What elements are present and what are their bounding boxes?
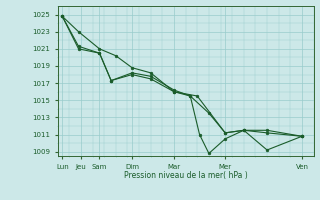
X-axis label: Pression niveau de la mer( hPa ): Pression niveau de la mer( hPa ) bbox=[124, 171, 247, 180]
